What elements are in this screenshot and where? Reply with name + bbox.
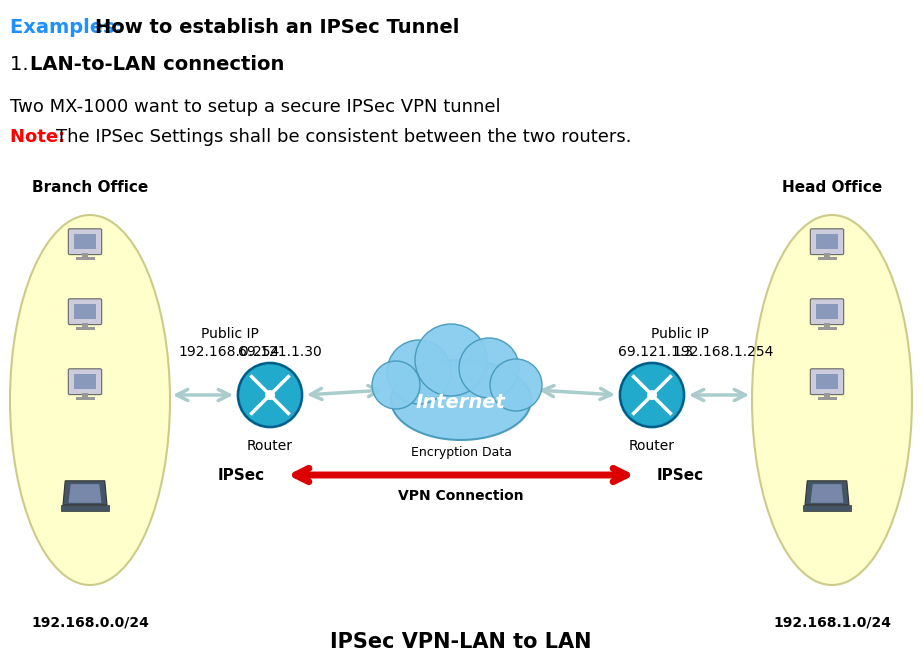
Text: VPN Connection: VPN Connection	[398, 489, 524, 503]
Bar	[824, 253, 830, 257]
Bar	[61, 505, 109, 510]
FancyBboxPatch shape	[68, 369, 101, 395]
Circle shape	[459, 338, 519, 398]
Text: 192.168.0.254: 192.168.0.254	[178, 345, 279, 359]
Circle shape	[415, 324, 487, 396]
Text: How to establish an IPSec Tunnel: How to establish an IPSec Tunnel	[95, 18, 459, 37]
Bar	[824, 393, 830, 397]
FancyBboxPatch shape	[810, 369, 844, 395]
Bar	[82, 253, 88, 257]
FancyBboxPatch shape	[68, 229, 101, 255]
Circle shape	[620, 363, 684, 427]
FancyBboxPatch shape	[810, 229, 844, 255]
Bar	[74, 234, 97, 250]
Bar	[76, 397, 94, 400]
Circle shape	[387, 340, 451, 404]
Text: Public IP: Public IP	[201, 327, 259, 341]
Bar	[816, 234, 838, 250]
Bar	[818, 257, 836, 260]
Text: Two MX-1000 want to setup a secure IPSec VPN tunnel: Two MX-1000 want to setup a secure IPSec…	[10, 98, 501, 116]
Text: 192.168.0.0/24: 192.168.0.0/24	[31, 615, 149, 629]
Polygon shape	[805, 481, 849, 505]
Text: 69.121.1.30: 69.121.1.30	[238, 345, 322, 359]
Text: IPSec: IPSec	[657, 467, 704, 482]
Bar	[76, 327, 94, 330]
Circle shape	[372, 361, 420, 409]
Circle shape	[238, 363, 302, 427]
Bar	[74, 304, 97, 319]
Circle shape	[647, 390, 657, 400]
Text: Note:: Note:	[10, 128, 72, 146]
Text: IPSec VPN-LAN to LAN: IPSec VPN-LAN to LAN	[330, 632, 592, 650]
Text: Head Office: Head Office	[782, 180, 882, 195]
Ellipse shape	[752, 215, 912, 585]
Bar	[818, 327, 836, 330]
Bar	[803, 505, 851, 510]
Bar	[74, 374, 97, 389]
Text: Branch Office: Branch Office	[32, 180, 148, 195]
Text: The IPSec Settings shall be consistent between the two routers.: The IPSec Settings shall be consistent b…	[56, 128, 632, 146]
Text: IPSec: IPSec	[218, 467, 265, 482]
Bar	[816, 374, 838, 389]
Text: Public IP: Public IP	[651, 327, 709, 341]
Bar	[82, 323, 88, 327]
Circle shape	[490, 359, 542, 411]
Bar	[76, 257, 94, 260]
Text: Examples:: Examples:	[10, 18, 129, 37]
Text: Router: Router	[629, 439, 675, 453]
Polygon shape	[68, 484, 101, 503]
Text: 1.: 1.	[10, 55, 35, 74]
Circle shape	[265, 390, 275, 400]
Polygon shape	[63, 481, 107, 505]
FancyBboxPatch shape	[810, 299, 844, 324]
Text: Internet: Internet	[416, 393, 506, 411]
Ellipse shape	[10, 215, 170, 585]
Text: 192.168.1.254: 192.168.1.254	[672, 345, 774, 359]
Bar	[816, 304, 838, 319]
Text: 192.168.1.0/24: 192.168.1.0/24	[773, 615, 891, 629]
Bar	[818, 397, 836, 400]
Ellipse shape	[391, 360, 531, 440]
Bar	[82, 393, 88, 397]
FancyBboxPatch shape	[68, 299, 101, 324]
Text: LAN-to-LAN connection: LAN-to-LAN connection	[30, 55, 284, 74]
Text: Encryption Data: Encryption Data	[410, 446, 512, 459]
Text: 69.121.1.3: 69.121.1.3	[618, 345, 693, 359]
Polygon shape	[810, 484, 844, 503]
Text: Router: Router	[247, 439, 293, 453]
Bar	[824, 323, 830, 327]
